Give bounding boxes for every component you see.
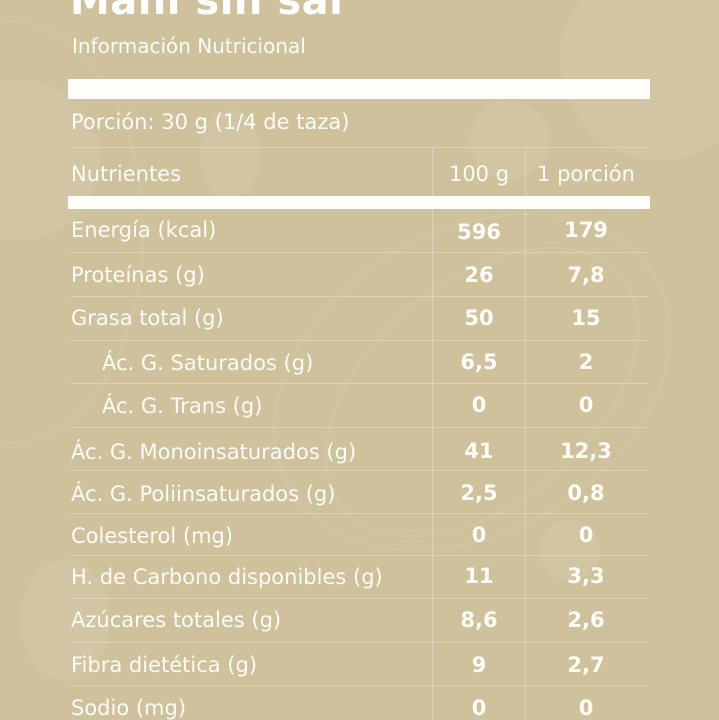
nutrient-label: Fibra dietética (g) — [71, 653, 258, 677]
nutrition-info-subtitle: Información Nutricional — [72, 34, 306, 58]
row-divider — [70, 642, 648, 643]
row-divider — [70, 470, 648, 471]
value-per-100g: 0 — [471, 523, 487, 547]
value-per-portion: 3,3 — [567, 564, 605, 588]
value-per-portion: 179 — [564, 218, 608, 242]
header-per-portion: 1 porción — [537, 162, 635, 186]
nutrient-label: Grasa total (g) — [71, 306, 224, 330]
row-divider — [70, 296, 648, 297]
nutrient-label: Energía (kcal) — [71, 218, 217, 242]
header-per-100g: 100 g — [448, 162, 510, 186]
nutrient-label: H. de Carbono disponibles (g) — [71, 565, 383, 589]
nutrient-label: Sodio (mg) — [71, 696, 187, 720]
row-divider — [70, 555, 648, 556]
value-per-100g: 0 — [471, 393, 487, 417]
value-per-portion: 7,8 — [567, 263, 605, 287]
value-per-portion: 15 — [571, 306, 601, 330]
column-divider — [525, 148, 526, 719]
value-per-100g: 11 — [464, 564, 494, 588]
decorative-blob — [0, 80, 100, 240]
value-per-100g: 8,6 — [460, 608, 498, 632]
row-divider — [70, 598, 648, 599]
nutrient-label: Ác. G. Trans (g) — [102, 394, 263, 418]
row-divider — [70, 383, 648, 384]
value-per-100g: 596 — [457, 220, 501, 244]
nutrient-label: Ác. G. Saturados (g) — [102, 351, 314, 375]
nutrient-label: Colesterol (mg) — [71, 524, 234, 548]
value-per-portion: 2,6 — [567, 608, 605, 632]
row-divider — [70, 252, 648, 253]
nutrient-label: Ác. G. Monoinsaturados (g) — [71, 440, 357, 464]
row-divider — [70, 427, 648, 428]
nutrient-label: Ác. G. Poliinsaturados (g) — [71, 482, 336, 506]
value-per-portion: 12,3 — [560, 439, 612, 463]
value-per-100g: 26 — [464, 263, 494, 287]
value-per-portion: 0 — [578, 523, 594, 547]
value-per-100g: 50 — [464, 306, 494, 330]
row-divider — [70, 685, 648, 686]
product-title: Maní sin sal — [70, 0, 344, 24]
value-per-portion: 2 — [578, 350, 594, 374]
value-per-100g: 0 — [471, 696, 487, 720]
value-per-portion: 0 — [578, 393, 594, 417]
portion-size: Porción: 30 g (1/4 de taza) — [71, 110, 350, 134]
value-per-100g: 6,5 — [460, 350, 498, 374]
header-nutrients: Nutrientes — [71, 162, 182, 186]
column-divider — [432, 148, 433, 719]
value-per-100g: 2,5 — [460, 481, 498, 505]
value-per-portion: 0,8 — [567, 481, 605, 505]
decorative-leaf-stroke — [212, 144, 719, 620]
header-divider-bar — [68, 196, 650, 209]
value-per-100g: 41 — [464, 439, 494, 463]
nutrient-label: Azúcares totales (g) — [71, 608, 282, 632]
value-per-100g: 9 — [471, 653, 487, 677]
row-divider — [70, 513, 648, 514]
top-divider-bar — [68, 79, 650, 99]
value-per-portion: 0 — [578, 696, 594, 720]
value-per-portion: 2,7 — [567, 653, 605, 677]
row-divider — [70, 340, 648, 341]
nutrient-label: Proteínas (g) — [71, 263, 205, 287]
row-divider — [70, 147, 648, 148]
